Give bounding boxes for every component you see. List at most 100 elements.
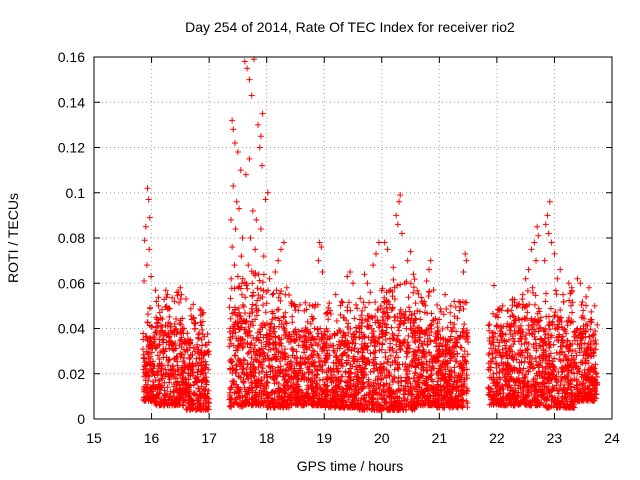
data-point xyxy=(246,313,253,320)
data-point xyxy=(239,345,246,352)
data-point xyxy=(280,404,287,411)
data-point xyxy=(273,389,280,396)
data-point xyxy=(386,288,393,295)
data-point xyxy=(229,370,236,377)
data-point xyxy=(191,390,198,397)
data-point xyxy=(294,400,301,407)
data-point-spike xyxy=(545,230,552,237)
data-point xyxy=(283,320,290,327)
data-point xyxy=(153,328,160,335)
data-point-spike xyxy=(171,298,178,305)
data-point xyxy=(532,354,539,361)
data-point xyxy=(397,281,404,288)
data-point xyxy=(146,360,153,367)
data-point xyxy=(289,319,296,326)
data-point-spike xyxy=(361,271,368,278)
data-point-spike xyxy=(142,223,149,230)
data-point xyxy=(287,338,294,345)
data-point xyxy=(402,390,409,397)
data-point xyxy=(239,336,246,343)
data-point xyxy=(259,293,266,300)
data-point xyxy=(308,313,315,320)
data-point xyxy=(252,302,259,309)
data-point xyxy=(277,353,284,360)
data-point xyxy=(162,366,169,373)
data-point xyxy=(306,302,313,309)
data-point xyxy=(452,304,459,311)
data-point-spike xyxy=(242,171,249,178)
data-point xyxy=(176,401,183,408)
data-point xyxy=(259,279,266,286)
data-point-spike xyxy=(230,182,237,189)
data-point xyxy=(518,341,525,348)
y-tick-label: 0.12 xyxy=(58,140,85,156)
data-point xyxy=(293,331,300,338)
data-point xyxy=(579,299,586,306)
data-point xyxy=(251,342,258,349)
data-point xyxy=(144,311,151,318)
data-point-spike xyxy=(237,167,244,174)
data-point xyxy=(169,371,176,378)
x-tick-label: 18 xyxy=(259,430,275,446)
data-point xyxy=(301,397,308,404)
data-point xyxy=(295,375,302,382)
data-point xyxy=(407,280,414,287)
data-point xyxy=(171,331,178,338)
data-point xyxy=(177,296,184,303)
data-point-spike xyxy=(462,250,469,257)
data-point-spike xyxy=(241,58,248,65)
data-point xyxy=(292,329,299,336)
data-point-spike xyxy=(534,223,541,230)
data-point-spike xyxy=(529,284,536,291)
data-point xyxy=(264,400,271,407)
data-point xyxy=(417,316,424,323)
data-point xyxy=(551,355,558,362)
data-point xyxy=(271,328,278,335)
data-point xyxy=(280,324,287,331)
data-point xyxy=(238,359,245,366)
data-point-spike xyxy=(591,302,598,309)
data-point xyxy=(578,302,585,309)
data-point xyxy=(197,319,204,326)
data-point xyxy=(228,275,235,282)
data-point xyxy=(268,356,275,363)
data-point xyxy=(288,299,295,306)
data-point xyxy=(148,339,155,346)
data-point xyxy=(160,333,167,340)
data-point xyxy=(232,352,239,359)
data-point xyxy=(239,291,246,298)
data-point xyxy=(152,385,159,392)
data-point xyxy=(264,379,271,386)
x-tick-label: 23 xyxy=(547,430,563,446)
data-point xyxy=(301,349,308,356)
data-point xyxy=(316,377,323,384)
data-point xyxy=(313,392,320,399)
data-point xyxy=(317,325,324,332)
data-point xyxy=(345,329,352,336)
x-tick-label: 19 xyxy=(316,430,332,446)
data-point xyxy=(259,399,266,406)
data-point xyxy=(235,342,242,349)
data-point xyxy=(243,366,250,373)
data-point xyxy=(447,319,454,326)
data-point xyxy=(263,300,270,307)
data-point xyxy=(546,341,553,348)
data-point xyxy=(196,354,203,361)
data-point xyxy=(195,385,202,392)
data-point xyxy=(553,291,560,298)
data-point xyxy=(308,396,315,403)
data-point xyxy=(269,308,276,315)
data-point xyxy=(159,323,166,330)
data-point xyxy=(551,312,558,319)
data-point-spike xyxy=(259,110,266,117)
data-point xyxy=(155,294,162,301)
data-point xyxy=(154,391,161,398)
data-point-spike xyxy=(227,216,234,223)
data-point xyxy=(305,358,312,365)
data-point xyxy=(485,385,492,392)
data-point xyxy=(142,334,149,341)
data-point xyxy=(176,395,183,402)
data-point xyxy=(367,369,374,376)
data-point xyxy=(358,312,365,319)
data-point xyxy=(164,306,171,313)
